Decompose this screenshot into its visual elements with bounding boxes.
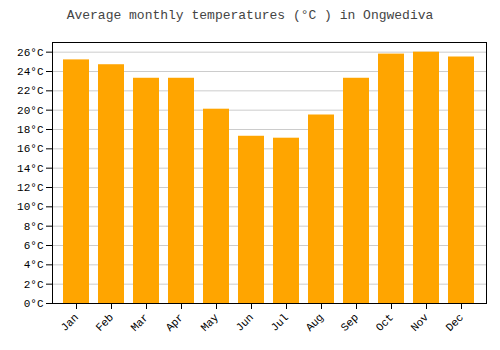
svg-text:22°C: 22°C [17, 85, 44, 97]
svg-text:24°C: 24°C [17, 66, 44, 78]
svg-text:Jun: Jun [234, 311, 256, 333]
svg-text:Dec: Dec [444, 311, 466, 333]
svg-text:12°C: 12°C [17, 182, 44, 194]
svg-text:Sep: Sep [339, 311, 361, 333]
svg-text:6°C: 6°C [24, 240, 44, 252]
svg-text:Feb: Feb [94, 311, 116, 333]
svg-text:0°C: 0°C [24, 298, 44, 310]
svg-text:14°C: 14°C [17, 163, 44, 175]
svg-text:2°C: 2°C [24, 279, 44, 291]
svg-text:4°C: 4°C [24, 259, 44, 271]
svg-text:Mar: Mar [129, 311, 151, 333]
svg-text:16°C: 16°C [17, 143, 44, 155]
svg-text:20°C: 20°C [17, 105, 44, 117]
svg-text:Jan: Jan [59, 311, 81, 333]
svg-text:10°C: 10°C [17, 201, 44, 213]
svg-text:Oct: Oct [374, 311, 396, 333]
svg-text:Nov: Nov [409, 311, 432, 334]
svg-text:26°C: 26°C [17, 47, 44, 59]
svg-text:Apr: Apr [164, 311, 186, 333]
html-text:Average monthly temperatures (: Average monthly temperatures (°C ) in On… [66, 8, 434, 23]
svg-text:May: May [199, 311, 222, 334]
svg-text:Aug: Aug [304, 311, 326, 333]
svg-text:Jul: Jul [269, 311, 291, 333]
svg-text:18°C: 18°C [17, 124, 44, 136]
svg-text:8°C: 8°C [24, 221, 44, 233]
